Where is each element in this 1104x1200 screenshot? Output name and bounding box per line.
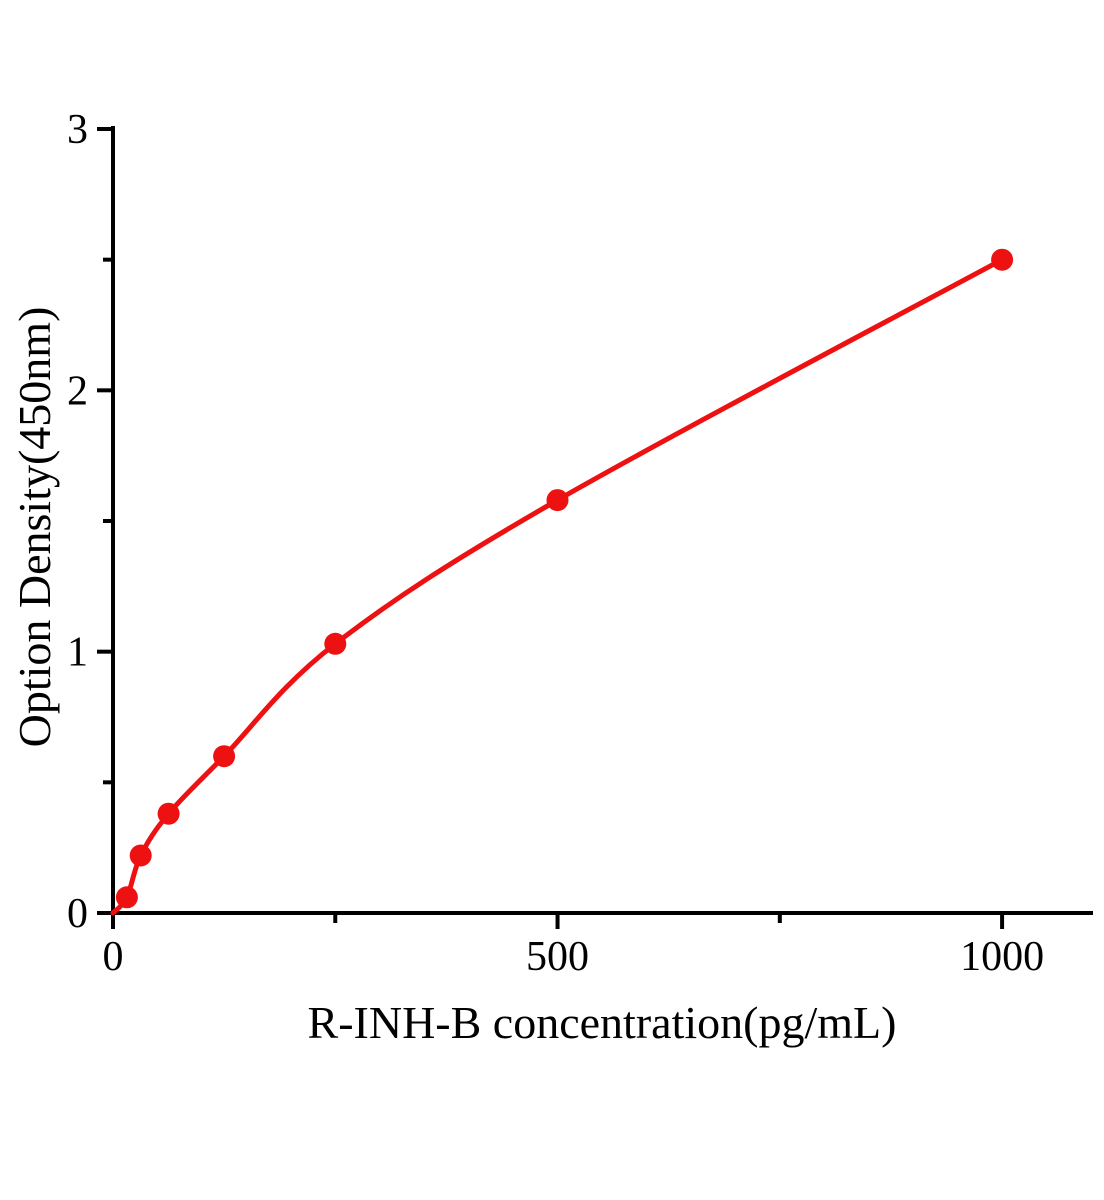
axis-ticks <box>97 127 1005 929</box>
data-point-markers <box>115 248 1014 909</box>
data-point-marker <box>546 489 569 512</box>
x-tick-label: 0 <box>103 934 124 980</box>
y-axis-title: Option Density(450nm) <box>9 307 60 748</box>
axis-tick-labels: 0 500 1000 0 1 2 3 <box>67 107 1044 980</box>
x-tick-label: 500 <box>526 934 589 980</box>
data-point-marker <box>157 802 180 825</box>
y-tick-label: 1 <box>67 630 88 676</box>
data-point-marker <box>129 844 152 867</box>
data-point-marker <box>115 886 138 909</box>
data-point-marker <box>324 632 347 655</box>
fit-curve-line <box>110 257 1005 916</box>
data-point-marker <box>213 745 236 768</box>
x-tick-label: 1000 <box>960 934 1044 980</box>
y-tick-label: 0 <box>67 891 88 937</box>
axes <box>111 126 1093 927</box>
y-tick-label: 2 <box>67 368 88 414</box>
y-tick-label: 3 <box>67 107 88 153</box>
x-axis-title: R-INH-B concentration(pg/mL) <box>308 997 897 1048</box>
data-point-marker <box>991 248 1014 271</box>
